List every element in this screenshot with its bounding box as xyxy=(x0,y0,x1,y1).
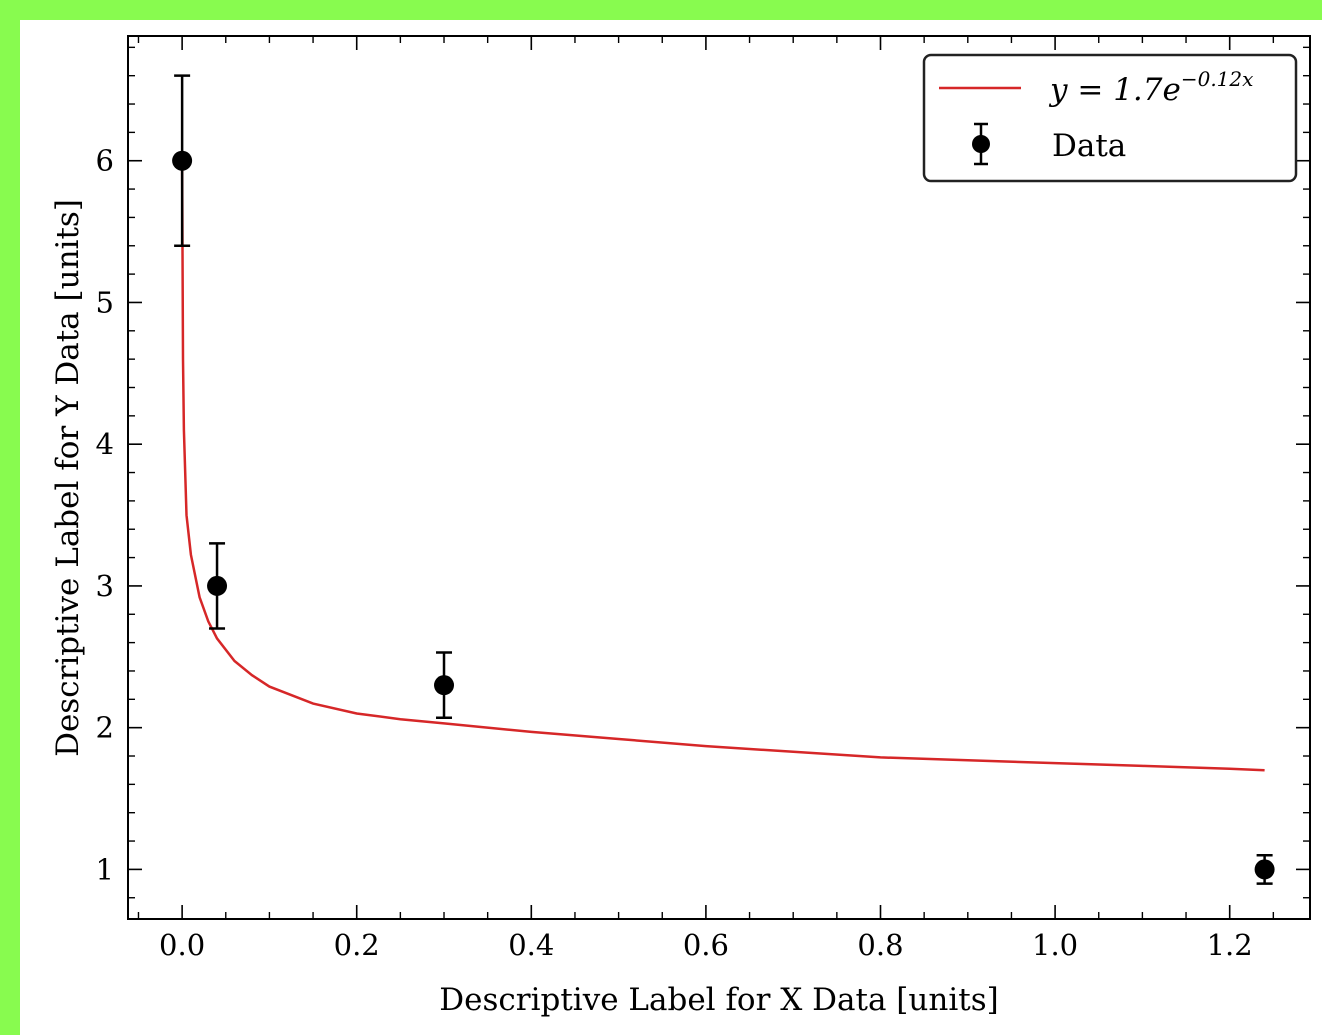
data-point xyxy=(1254,853,1275,885)
legend: y = 1.7e−0.12x Data xyxy=(922,53,1298,183)
x-tick-label: 0.2 xyxy=(334,928,380,962)
data-marker xyxy=(1254,859,1275,880)
x-tick-label: 0.8 xyxy=(857,928,903,962)
y-tick-label: 3 xyxy=(96,569,114,603)
legend-data-swatch xyxy=(972,122,990,166)
x-tick-label: 0.4 xyxy=(508,928,554,962)
y-axis-label: Descriptive Label for Y Data [units] xyxy=(50,199,86,757)
plot-frame xyxy=(127,35,1311,920)
data-marker xyxy=(207,575,228,596)
axis-ticks xyxy=(128,36,1310,919)
y-tick-label: 4 xyxy=(96,427,114,461)
legend-box xyxy=(922,53,1298,183)
chart-container: 0.0 0.2 0.4 0.6 0.8 1.0 1.2 1 2 3 4 5 6 Descriptive … xyxy=(20,20,1322,1035)
x-tick-label: 0.6 xyxy=(683,928,729,962)
y-tick-label: 5 xyxy=(96,285,114,319)
data-point xyxy=(434,651,455,719)
legend-data-label: Data xyxy=(1052,128,1126,164)
fit-line-layer xyxy=(180,160,1265,772)
y-tick-label: 2 xyxy=(96,711,114,745)
data-point xyxy=(172,74,193,248)
legend-fit-label-base: y = 1.7e xyxy=(1048,72,1181,108)
y-tick-label: 1 xyxy=(96,852,114,886)
legend-fit-label: y = 1.7e−0.12x xyxy=(1048,67,1253,108)
data-marker xyxy=(434,675,455,696)
scatter-chart: 0.0 0.2 0.4 0.6 0.8 1.0 1.2 1 2 3 4 5 6 Descriptive … xyxy=(50,35,1311,1018)
y-tick-label: 6 xyxy=(96,144,114,178)
x-axis-label: Descriptive Label for X Data [units] xyxy=(439,982,998,1018)
fit-line xyxy=(180,160,1265,772)
x-tick-label: 1.0 xyxy=(1032,928,1078,962)
x-tick-label: 1.2 xyxy=(1207,928,1253,962)
tick-labels: 0.0 0.2 0.4 0.6 0.8 1.0 1.2 1 2 3 4 5 6 xyxy=(96,144,1253,962)
legend-fit-label-exponent: −0.12x xyxy=(1181,67,1254,91)
data-points-layer xyxy=(172,74,1275,885)
data-marker xyxy=(172,150,193,171)
data-point xyxy=(207,542,228,630)
x-tick-label: 0.0 xyxy=(159,928,205,962)
